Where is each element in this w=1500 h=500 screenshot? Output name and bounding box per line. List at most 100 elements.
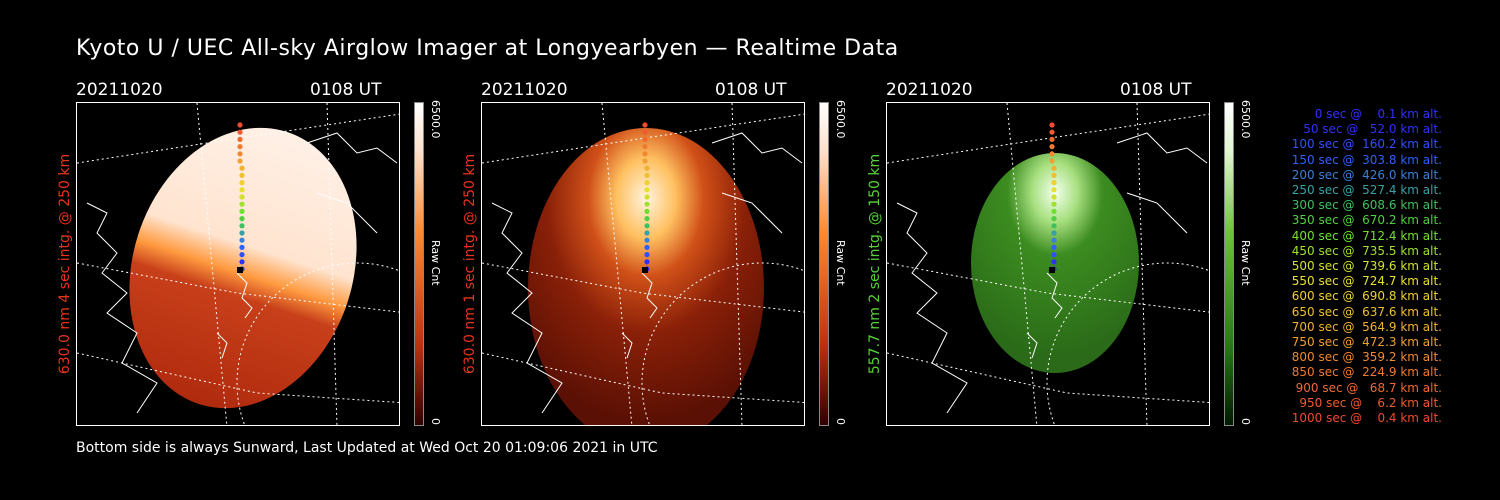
trajectory-point [644, 172, 650, 178]
trajectory-origin [642, 267, 648, 273]
colorbar-label: Raw Cnt [1239, 240, 1252, 286]
trajectory-point [239, 237, 245, 243]
trajectory-point [239, 259, 245, 265]
trajectory-point [1051, 223, 1057, 229]
trajectory-point [1051, 237, 1057, 243]
legend-entry: 0 sec @ 0.1 km alt. [1314, 107, 1442, 121]
legend-entry: 750 sec @ 472.3 km alt. [1291, 335, 1442, 350]
trajectory-point [1051, 194, 1057, 200]
legend-entry: 250 sec @ 527.4 km alt. [1291, 183, 1442, 198]
panel-time: 0108 UT [310, 80, 382, 100]
allsky-image-630-4s [76, 102, 400, 426]
legend-entry: 1000 sec @ 0.4 km alt. [1291, 411, 1442, 426]
trajectory-point [644, 237, 650, 243]
trajectory-point [237, 136, 243, 142]
trajectory-point [237, 122, 243, 128]
panel-date: 20211020 [481, 80, 568, 100]
grid-lines [77, 103, 399, 425]
legend-entry: 550 sec @ 724.7 km alt. [1291, 274, 1442, 289]
trajectory-point [642, 151, 648, 157]
coastlines [896, 132, 1208, 414]
panel-ylabel: 557.7 nm 2 sec intg. @ 150 km [867, 153, 883, 375]
trajectory-point [642, 129, 648, 135]
trajectory-track [237, 122, 245, 273]
trajectory-point [237, 158, 243, 164]
trajectory-point [239, 208, 245, 214]
trajectory-point [644, 252, 650, 258]
legend-entry: 50 sec @ 52.0 km alt. [1303, 122, 1442, 137]
trajectory-point [1051, 201, 1057, 207]
trajectory-point [1049, 151, 1055, 157]
legend-entry: 950 sec @ 6.2 km alt. [1299, 395, 1442, 410]
legend-entry: 800 sec @ 359.2 km alt. [1291, 350, 1442, 365]
colorbar-label: Raw Cnt [834, 240, 847, 286]
trajectory-point [239, 165, 245, 171]
trajectory-point [1051, 165, 1057, 171]
trajectory-point [644, 187, 650, 193]
allsky-svg [77, 103, 399, 425]
trajectory-point [644, 208, 650, 214]
trajectory-point [1051, 244, 1057, 250]
panel-ylabel: 630.0 nm 1 sec intg. @ 250 km [462, 153, 478, 375]
colorbar-max: 6500.0 [1239, 100, 1252, 139]
colorbar-max: 6500.0 [429, 100, 442, 139]
trajectory-point [239, 244, 245, 250]
legend-entry: 650 sec @ 637.6 km alt. [1291, 304, 1442, 319]
trajectory-point [237, 144, 243, 150]
trajectory-point [239, 194, 245, 200]
trajectory-point [1051, 252, 1057, 258]
allsky-svg [887, 103, 1209, 425]
colorbar-max: 6500.0 [834, 100, 847, 139]
trajectory-point [237, 151, 243, 157]
trajectory-point [1051, 208, 1057, 214]
trajectory-point [239, 172, 245, 178]
trajectory-point [644, 180, 650, 186]
trajectory-point [239, 216, 245, 222]
trajectory-point [1051, 187, 1057, 193]
legend-entry: 900 sec @ 68.7 km alt. [1295, 380, 1442, 395]
trajectory-origin [1049, 267, 1055, 273]
trajectory-point [642, 122, 648, 128]
legend-entry: 150 sec @ 303.8 km alt. [1291, 152, 1442, 167]
trajectory-point [1051, 180, 1057, 186]
panel-date: 20211020 [76, 80, 163, 100]
trajectory-point [1049, 136, 1055, 142]
airglow-disc [129, 127, 357, 409]
legend-entry: 350 sec @ 670.2 km alt. [1291, 213, 1442, 228]
legend-entry: 300 sec @ 608.6 km alt. [1291, 198, 1442, 213]
allsky-image-630-1s [481, 102, 805, 426]
colorbar-min: 0 [429, 418, 442, 425]
trajectory-origin [237, 267, 243, 273]
panel-time: 0108 UT [1120, 80, 1192, 100]
grid-lines [482, 103, 804, 425]
trajectory-point [642, 158, 648, 164]
legend-entry: 400 sec @ 712.4 km alt. [1291, 228, 1442, 243]
trajectory-point [239, 180, 245, 186]
trajectory-track [642, 122, 650, 273]
allsky-svg [482, 103, 804, 425]
allsky-image-557-2s [886, 102, 1210, 426]
trajectory-point [644, 194, 650, 200]
colorbar [414, 102, 424, 426]
coastlines [491, 132, 803, 414]
panel-ylabel: 630.0 nm 4 sec intg. @ 250 km [57, 153, 73, 375]
trajectory-point [642, 136, 648, 142]
legend-entry: 700 sec @ 564.9 km alt. [1291, 319, 1442, 334]
trajectory-point [644, 230, 650, 236]
trajectory-point [644, 244, 650, 250]
page-title: Kyoto U / UEC All-sky Airglow Imager at … [76, 36, 899, 61]
trajectory-point [239, 223, 245, 229]
trajectory-point [644, 216, 650, 222]
grid-lines [887, 103, 1209, 425]
panel-date: 20211020 [886, 80, 973, 100]
trajectory-point [1051, 172, 1057, 178]
panel-time: 0108 UT [715, 80, 787, 100]
colorbar-min: 0 [1239, 418, 1252, 425]
trajectory-point [644, 259, 650, 265]
trajectory-point [1051, 230, 1057, 236]
trajectory-point [239, 201, 245, 207]
legend-entry: 200 sec @ 426.0 km alt. [1291, 167, 1442, 182]
colorbar [1224, 102, 1234, 426]
trajectory-point [239, 230, 245, 236]
trajectory-point [239, 252, 245, 258]
